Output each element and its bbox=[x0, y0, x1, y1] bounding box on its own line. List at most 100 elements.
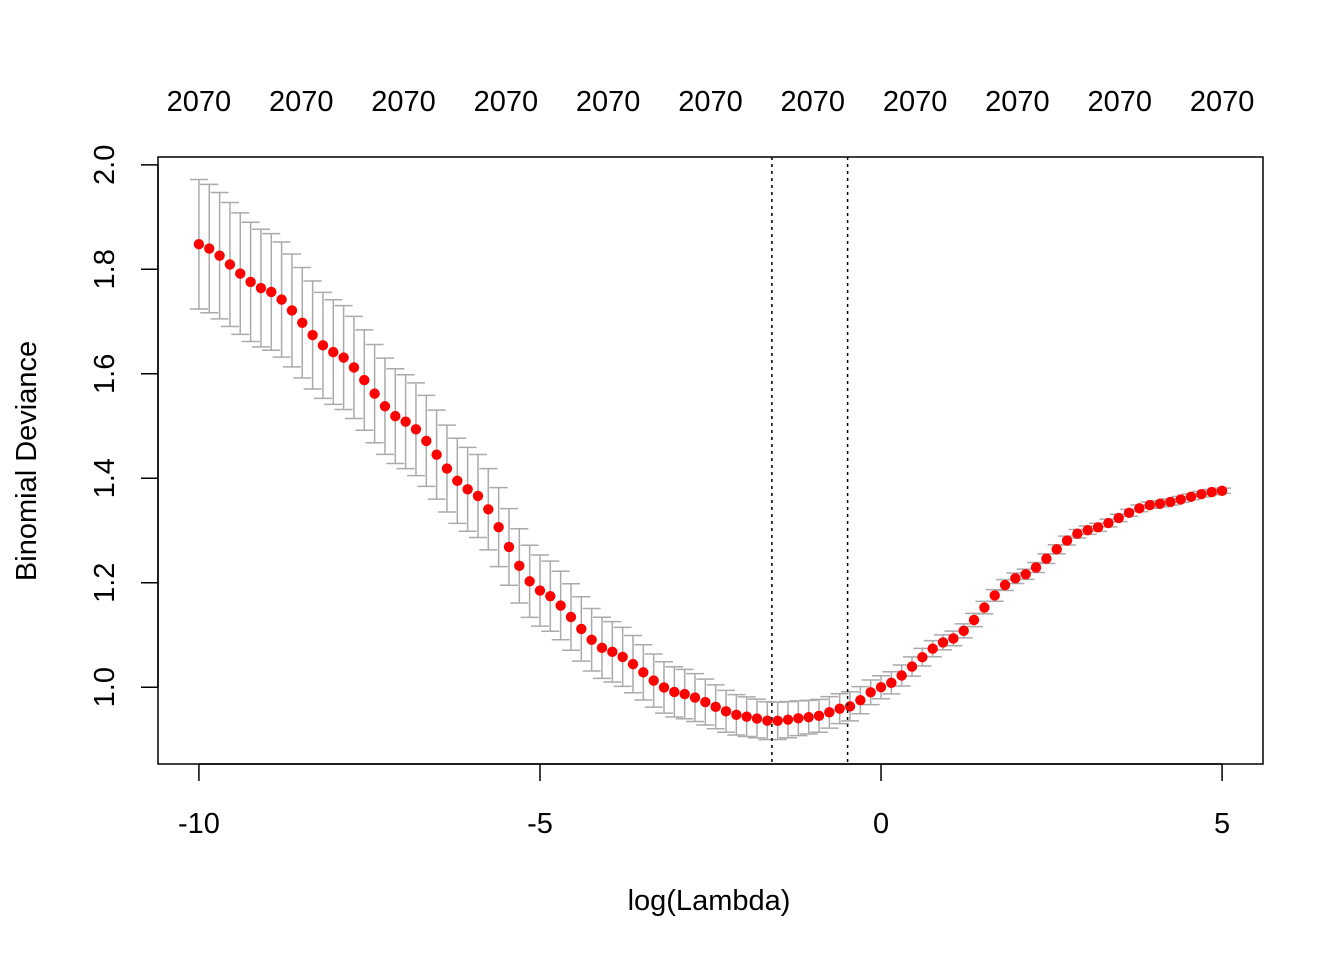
data-point bbox=[576, 623, 587, 635]
data-point bbox=[586, 634, 597, 645]
data-point bbox=[286, 305, 298, 316]
data-point bbox=[193, 239, 205, 250]
data-point bbox=[638, 667, 649, 678]
data-point bbox=[472, 490, 484, 502]
data-point bbox=[855, 695, 866, 706]
data-point bbox=[555, 600, 566, 611]
data-point bbox=[1144, 499, 1155, 511]
top-axis-label: 2070 bbox=[1088, 86, 1153, 118]
data-point bbox=[1134, 503, 1145, 514]
data-point bbox=[813, 710, 825, 722]
top-axis-label: 2070 bbox=[474, 86, 539, 118]
x-tick-label: -5 bbox=[527, 808, 553, 840]
top-axis-label: 2070 bbox=[883, 86, 948, 118]
data-point bbox=[1196, 488, 1207, 500]
data-point bbox=[431, 449, 442, 460]
data-point bbox=[245, 276, 256, 288]
data-point bbox=[348, 362, 360, 373]
data-point bbox=[1072, 528, 1083, 539]
data-point bbox=[545, 590, 556, 602]
data-point bbox=[524, 576, 535, 587]
data-point bbox=[627, 658, 639, 670]
data-point bbox=[255, 282, 267, 294]
lambda-reference-lines bbox=[771, 157, 849, 764]
data-point bbox=[700, 696, 711, 708]
data-point bbox=[1206, 486, 1217, 498]
data-point bbox=[1020, 569, 1031, 580]
x-tick-label: 0 bbox=[873, 808, 889, 840]
data-point bbox=[762, 715, 773, 726]
data-point bbox=[937, 637, 949, 648]
data-point bbox=[710, 701, 721, 713]
data-point bbox=[307, 329, 318, 341]
x-tick-label: -10 bbox=[178, 808, 220, 840]
data-point bbox=[669, 686, 680, 698]
top-axis-label: 2070 bbox=[985, 86, 1050, 118]
data-point bbox=[906, 661, 918, 672]
data-point bbox=[297, 317, 308, 329]
data-point bbox=[720, 706, 732, 717]
data-point bbox=[1082, 524, 1093, 536]
data-point bbox=[865, 687, 876, 698]
top-axis-label: 2070 bbox=[576, 86, 641, 118]
data-point bbox=[441, 463, 453, 474]
data-point bbox=[224, 259, 236, 270]
data-point bbox=[379, 401, 391, 412]
data-point bbox=[266, 286, 277, 298]
data-point bbox=[493, 521, 504, 533]
y-tick-label: 1.2 bbox=[89, 563, 121, 603]
data-point bbox=[896, 670, 907, 681]
top-axis-nonzero-counts: 2070 2070 2070 2070 2070 2070 2070 2070 2070 2070… bbox=[167, 86, 1255, 118]
data-point bbox=[1113, 512, 1124, 524]
data-point bbox=[204, 243, 215, 254]
y-tick-label: 1.4 bbox=[89, 458, 121, 498]
data-point bbox=[679, 688, 690, 700]
error-bars bbox=[189, 178, 1232, 741]
data-point bbox=[1103, 517, 1114, 529]
data-point bbox=[772, 715, 783, 727]
data-point bbox=[999, 579, 1011, 591]
data-point bbox=[968, 614, 980, 626]
top-axis-label: 2070 bbox=[678, 86, 743, 118]
data-point bbox=[617, 651, 628, 663]
data-point bbox=[596, 642, 608, 654]
data-point bbox=[886, 677, 897, 689]
plot-frame bbox=[157, 156, 1264, 765]
data-point bbox=[648, 675, 659, 686]
data-point bbox=[917, 651, 928, 663]
data-point bbox=[793, 713, 804, 724]
data-point bbox=[958, 625, 969, 637]
data-point bbox=[1030, 562, 1042, 573]
y-axis: 1.0 1.2 1.4 1.6 1.8 2.0 bbox=[89, 145, 159, 707]
y-axis-title: Binomial Deviance bbox=[11, 341, 43, 581]
y-tick-label: 2.0 bbox=[89, 145, 121, 185]
data-point bbox=[834, 703, 845, 714]
y-tick-label: 1.0 bbox=[89, 667, 121, 707]
data-point bbox=[534, 585, 546, 596]
top-axis-label: 2070 bbox=[781, 86, 846, 118]
data-point bbox=[1010, 573, 1021, 584]
y-tick-label: 1.6 bbox=[89, 354, 121, 394]
data-point bbox=[948, 633, 959, 644]
data-point bbox=[689, 692, 701, 703]
data-point bbox=[359, 374, 370, 386]
data-point bbox=[731, 709, 742, 721]
y-tick-label: 1.8 bbox=[89, 249, 121, 289]
data-point bbox=[452, 475, 463, 486]
x-tick-label: 5 bbox=[1214, 808, 1230, 840]
data-point bbox=[658, 682, 670, 693]
data-point bbox=[276, 294, 287, 305]
data-point bbox=[235, 268, 246, 279]
data-point bbox=[741, 711, 752, 722]
data-point bbox=[844, 701, 856, 712]
data-point bbox=[1216, 485, 1228, 496]
data-point bbox=[462, 484, 473, 495]
data-point bbox=[410, 424, 422, 435]
x-axis-title: log(Lambda) bbox=[628, 885, 791, 917]
data-point bbox=[1165, 496, 1176, 508]
data-point bbox=[503, 541, 515, 553]
data-point bbox=[390, 410, 401, 422]
data-point bbox=[514, 560, 525, 572]
data-point bbox=[400, 416, 411, 427]
